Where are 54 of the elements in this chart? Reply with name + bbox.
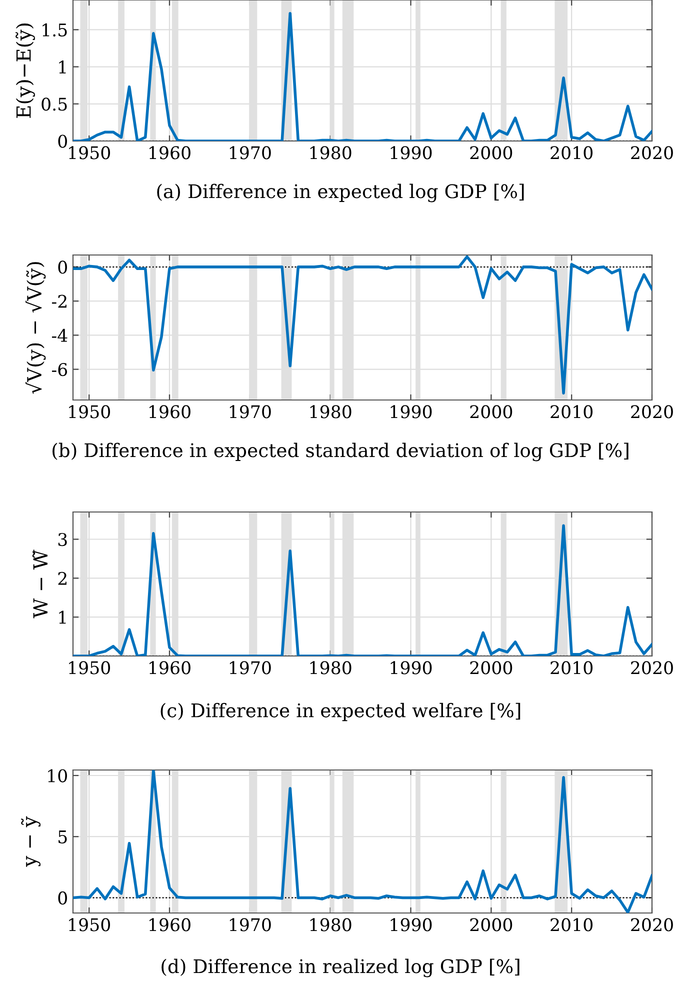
x-tick-label: 1950 <box>69 146 110 160</box>
x-tick-label: 1990 <box>390 146 432 160</box>
y-axis-title: y − ỹ <box>21 816 40 867</box>
x-tick-label: 1990 <box>390 405 432 418</box>
x-tick-label: 1950 <box>69 661 110 674</box>
x-tick-label: 1950 <box>69 918 110 932</box>
y-tick-label: 2 <box>58 572 66 585</box>
y-tick-label: -2 <box>52 294 66 308</box>
y-tick-label: 1 <box>59 610 66 624</box>
x-tick-label: 1990 <box>390 661 432 674</box>
x-tick-label: 1980 <box>310 146 352 160</box>
x-tick-label: 1960 <box>150 405 190 418</box>
x-tick-label: 1980 <box>310 918 352 932</box>
x-tick-label: 1970 <box>230 405 271 418</box>
x-tick-label: 1980 <box>310 405 352 418</box>
x-tick-label: 2010 <box>550 405 593 418</box>
x-tick-label: 1970 <box>230 661 271 674</box>
y-tick-label: 3 <box>58 532 67 546</box>
x-tick-label: 2020 <box>631 405 673 418</box>
x-tick-label: 1960 <box>150 918 190 932</box>
text: (c) Difference in expected welfare [%] <box>160 702 520 722</box>
x-tick-label: 2000 <box>470 146 512 160</box>
x-tick-label: 2010 <box>550 661 593 674</box>
y-tick-label: -4 <box>52 328 68 342</box>
y-tick-label: 5 <box>58 830 67 844</box>
text: (d) Difference in realized log GDP [%] <box>162 958 520 978</box>
x-tick-label: 2010 <box>550 146 593 160</box>
x-tick-label: 1960 <box>150 146 190 160</box>
y-axis-title: E(y)−E(ỹ) <box>16 24 35 118</box>
x-tick-label: 2000 <box>470 918 512 932</box>
y-tick-label: 0 <box>58 134 67 148</box>
x-tick-label: 2000 <box>470 405 512 418</box>
text: (a) Difference in expected log GDP [%] <box>157 184 524 202</box>
x-tick-label: 1990 <box>390 918 432 932</box>
x-tick-label: 1970 <box>230 146 271 160</box>
y-tick-label: 0.5 <box>42 98 67 111</box>
x-tick-label: 2020 <box>631 661 673 674</box>
y-tick-label: -6 <box>52 363 68 376</box>
x-tick-label: 2020 <box>631 918 673 932</box>
text: (b) Difference in expected standard deviation of log GDP [%] <box>52 442 628 462</box>
y-tick-label: 0 <box>58 891 67 905</box>
x-tick-label: 1950 <box>69 405 110 418</box>
x-tick-label: 2020 <box>631 146 673 160</box>
x-tick-label: 2000 <box>470 661 512 674</box>
y-axis-title: W − W̃ <box>32 550 48 618</box>
x-tick-label: 2010 <box>550 918 593 932</box>
y-tick-label: 0 <box>58 260 67 274</box>
x-tick-label: 1960 <box>150 661 190 674</box>
y-tick-label: 1.5 <box>42 23 67 37</box>
x-tick-label: 1980 <box>310 661 352 674</box>
x-tick-label: 1970 <box>230 918 271 932</box>
y-tick-label: 10 <box>48 769 67 782</box>
y-tick-label: 1 <box>59 60 66 74</box>
y-axis-title: √V(y) − √V(ỹ) <box>26 262 46 394</box>
